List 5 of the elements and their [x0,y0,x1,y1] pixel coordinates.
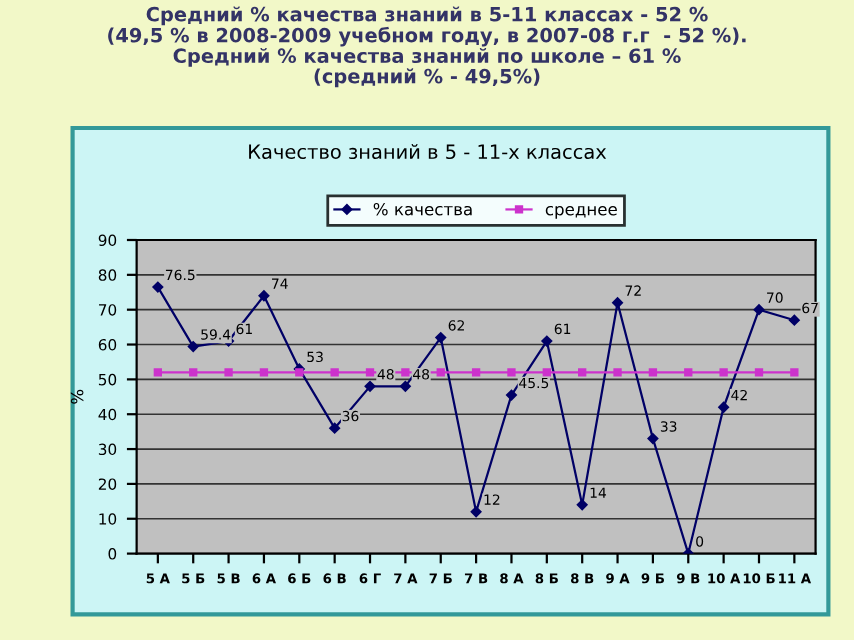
legend-label: среднее [545,205,617,219]
y-axis-title: % [70,389,84,404]
chart-subtitle: Качество знаний в 5 - 11-х классах [249,144,607,160]
chart-title: Средний % качества знаний в 5-11 классах - 52 % (49,5 % в 2008-2009 учебном году, в 2007-08 г.г - 52 %). Средний % качества знаний по школе – 61 % (средний % - 49,5%) [108,6,746,88]
legend-label: % качества [373,202,472,216]
